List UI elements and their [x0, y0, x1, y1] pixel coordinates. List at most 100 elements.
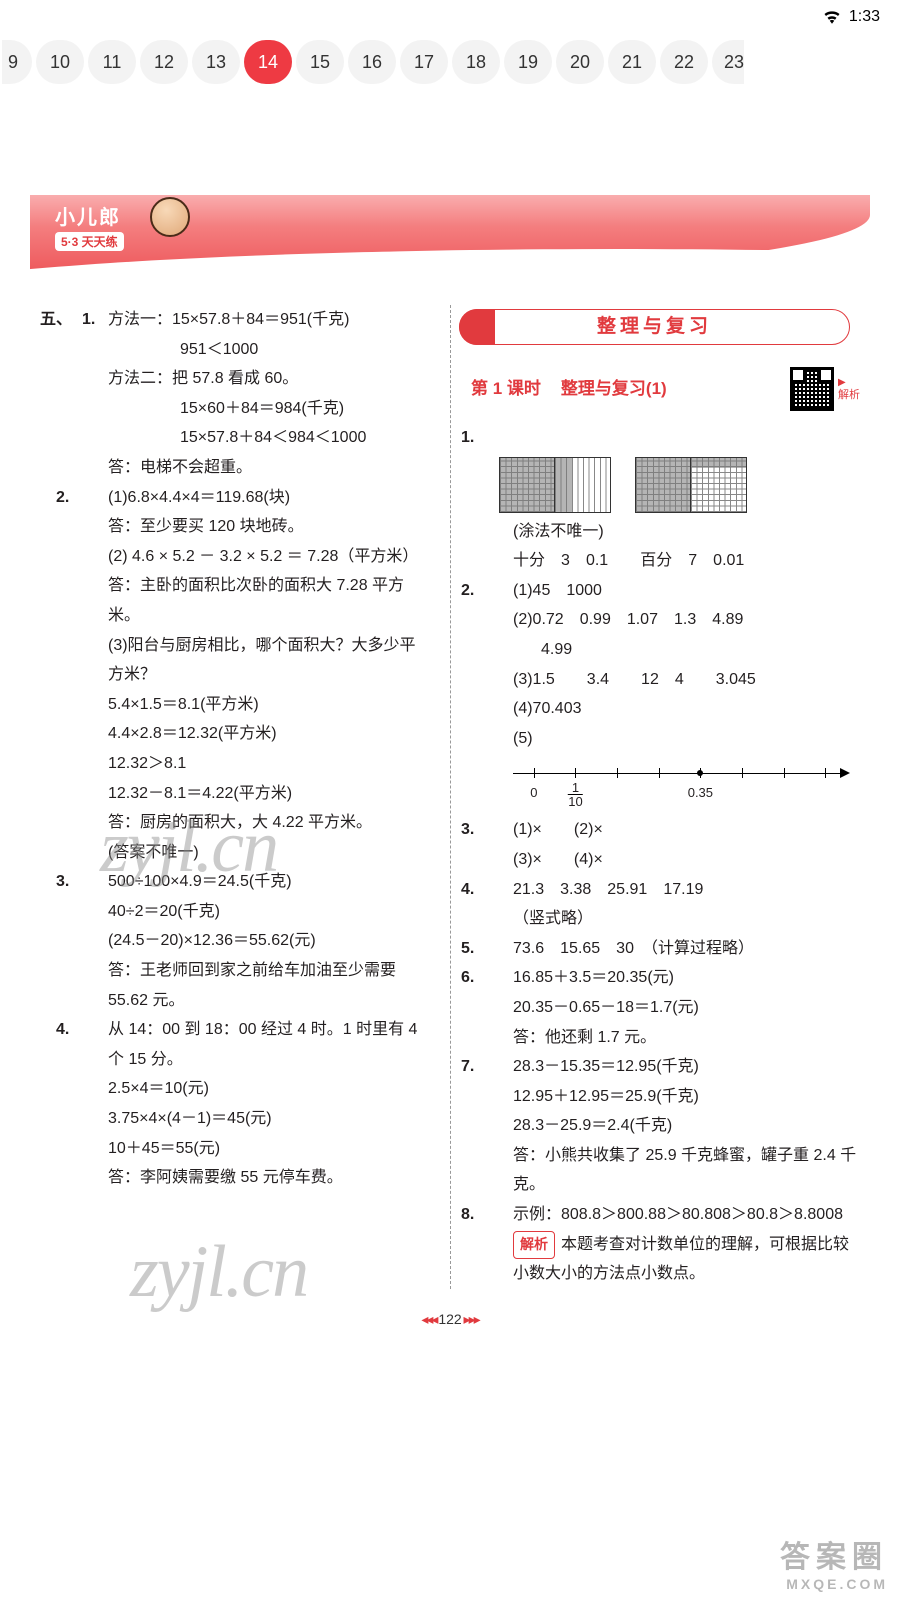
page-chip[interactable]: 12	[140, 40, 188, 84]
q6: 6.16.85＋3.5＝20.35(元)	[471, 963, 860, 993]
text-line: 12.32－8.1＝4.22(平方米)	[40, 779, 430, 809]
page-chip[interactable]: 16	[348, 40, 396, 84]
text-line: 500÷100×4.9＝24.5(千克)	[108, 873, 292, 890]
grid-pair-left	[499, 457, 611, 513]
item-number: 2.	[82, 483, 108, 513]
note-line: （竖式略）	[471, 904, 860, 934]
lesson-label: 第 1 课时	[471, 373, 541, 404]
text-line: 15×60＋84＝984(千克)	[40, 394, 430, 424]
item-3: 3.500÷100×4.9＝24.5(千克)	[40, 867, 430, 897]
footer-watermark: 答案圈 MXQE.COM	[780, 1532, 888, 1592]
section-title-text: 整理与复习	[459, 309, 850, 345]
q4: 4.21.3 3.38 25.91 17.19	[471, 875, 860, 905]
triangle-icon: ▸▸▸	[462, 1311, 479, 1327]
text-line: (4)70.403	[471, 694, 860, 724]
grid-strip	[555, 457, 611, 513]
note-line: (答案不唯一)	[40, 838, 430, 868]
section-5: 五、1.方法一：15×57.8＋84＝951(千克)	[40, 305, 430, 335]
page-chip[interactable]: 9	[2, 40, 32, 84]
lesson-header: 第 1 课时 整理与复习(1) ▶解析	[471, 367, 860, 411]
answer-line: 答：小熊共收集了 25.9 千克蜂蜜，罐子重 2.4 千克。	[471, 1141, 860, 1200]
answer-line: 答：厨房的面积大，大 4.22 平方米。	[40, 808, 430, 838]
page-chip[interactable]: 23	[712, 40, 744, 84]
text-line: (2)0.72 0.99 1.07 1.3 4.89	[471, 605, 860, 635]
page-chip[interactable]: 11	[88, 40, 136, 84]
status-bar: 1:33	[0, 0, 900, 34]
q1: 1.	[471, 423, 860, 453]
text-line: 21.3 3.38 25.91 17.19	[513, 881, 703, 898]
page-chip[interactable]: 20	[556, 40, 604, 84]
grid-diagrams	[499, 457, 860, 513]
text-line: 从 14：00 到 18：00 经过 4 时。1 时里有 4 个 15 分。	[108, 1021, 417, 1068]
text-line: (1)45 1000	[513, 582, 602, 599]
jiexi: 解析本题考查对计数单位的理解，可根据比较小数大小的方法点小数点。	[471, 1230, 860, 1289]
text-line: (2) 4.6 × 5.2 － 3.2 × 5.2 ＝ 7.28（平方米）	[40, 542, 430, 572]
text-line: 28.3－15.35＝12.95(千克)	[513, 1058, 699, 1075]
text-line: 20.35－0.65－18＝1.7(元)	[471, 993, 860, 1023]
text-line: (3)× (4)×	[471, 845, 860, 875]
jiexi-text: 本题考查对计数单位的理解，可根据比较小数大小的方法点小数点。	[513, 1236, 849, 1283]
text-line: 951＜1000	[40, 335, 430, 365]
answer-line: 答：李阿姨需要缴 55 元停车费。	[40, 1163, 430, 1193]
page-chip[interactable]: 18	[452, 40, 500, 84]
text-line: (24.5－20)×12.36＝55.62(元)	[40, 926, 430, 956]
text-line: 40÷2＝20(千克)	[40, 897, 430, 927]
grid-partial-fill	[691, 458, 746, 469]
q5: 5.73.6 15.65 30 （计算过程略）	[471, 934, 860, 964]
answer-line: 答：他还剩 1.7 元。	[471, 1023, 860, 1053]
page-chip[interactable]: 19	[504, 40, 552, 84]
answer-line: 答：至少要买 120 块地砖。	[40, 512, 430, 542]
text-line: 73.6 15.65 30 （计算过程略）	[513, 940, 754, 957]
page-footer: ◂◂◂ 122 ▸▸▸	[0, 1311, 900, 1328]
text-line: 2.5×4＝10(元)	[40, 1074, 430, 1104]
brand-subtitle: 5·3 天天练	[55, 232, 124, 251]
note-line: (涂法不唯一)	[471, 517, 860, 547]
q3: 3.(1)× (2)×	[471, 815, 860, 845]
page-chip[interactable]: 15	[296, 40, 344, 84]
answer-line: 答：主卧的面积比次卧的面积大 7.28 平方米。	[40, 571, 430, 630]
section-title: 整理与复习	[459, 309, 860, 349]
page-chip[interactable]: 17	[400, 40, 448, 84]
page-number: 122	[438, 1311, 461, 1327]
page-chip-active[interactable]: 14	[244, 40, 292, 84]
triangle-icon: ◂◂◂	[421, 1311, 438, 1327]
item-4: 4.从 14：00 到 18：00 经过 4 时。1 时里有 4 个 15 分。	[40, 1015, 430, 1074]
qr-code-icon[interactable]	[790, 367, 834, 411]
text-line: 28.3－25.9＝2.4(千克)	[471, 1111, 860, 1141]
text-line: 3.75×4×(4－1)＝45(元)	[40, 1104, 430, 1134]
header-banner: 小儿郎 5·3 天天练	[30, 195, 870, 285]
section-number: 五、	[40, 305, 82, 335]
grid-pair-right	[635, 457, 747, 513]
footer-wm-title: 答案圈	[780, 1532, 888, 1576]
qr-label: ▶解析	[838, 376, 860, 402]
item-number: 4.	[82, 1015, 108, 1045]
text-line: 16.85＋3.5＝20.35(元)	[513, 969, 674, 986]
page-navigation[interactable]: 9 10 11 12 13 14 15 16 17 18 19 20 21 22…	[0, 34, 900, 90]
lesson-title: 整理与复习(1)	[561, 373, 667, 404]
q2: 2.(1)45 1000	[471, 576, 860, 606]
page-chip[interactable]: 21	[608, 40, 656, 84]
left-column: 五、1.方法一：15×57.8＋84＝951(千克) 951＜1000 方法二：…	[40, 305, 450, 1289]
q7: 7.28.3－15.35＝12.95(千克)	[471, 1052, 860, 1082]
page-chip[interactable]: 22	[660, 40, 708, 84]
jiexi-tag: 解析	[513, 1231, 555, 1259]
text-line: (3)1.5 3.4 12 4 3.045	[471, 665, 860, 695]
grid-10x10-shaded	[635, 457, 691, 513]
q8: 8.示例：808.8＞800.88＞80.808＞80.8＞8.8008	[471, 1200, 860, 1230]
item-number: 3.	[82, 867, 108, 897]
wifi-icon	[823, 10, 841, 24]
clock: 1:33	[849, 8, 880, 26]
grid-strip-fill	[555, 458, 572, 512]
text-line: (3)阳台与厨房相比，哪个面积大？大多少平方米？	[40, 631, 430, 690]
text-line: 15×57.8＋84＜984＜1000	[40, 423, 430, 453]
text-line: 方法一：15×57.8＋84＝951(千克)	[108, 311, 349, 328]
text-line: 示例：808.8＞800.88＞80.808＞80.8＞8.8008	[513, 1206, 843, 1223]
document-page: 小儿郎 5·3 天天练 五、1.方法一：15×57.8＋84＝951(千克) 9…	[0, 195, 900, 1600]
page-chip[interactable]: 10	[36, 40, 84, 84]
page-chip[interactable]: 13	[192, 40, 240, 84]
text-line: 4.99	[471, 635, 860, 665]
text-line: (1)6.8×4.4×4＝119.68(块)	[108, 489, 290, 506]
footer-wm-url: MXQE.COM	[780, 1576, 888, 1592]
text-line: 12.32＞8.1	[40, 749, 430, 779]
text-line: (1)× (2)×	[513, 821, 603, 838]
